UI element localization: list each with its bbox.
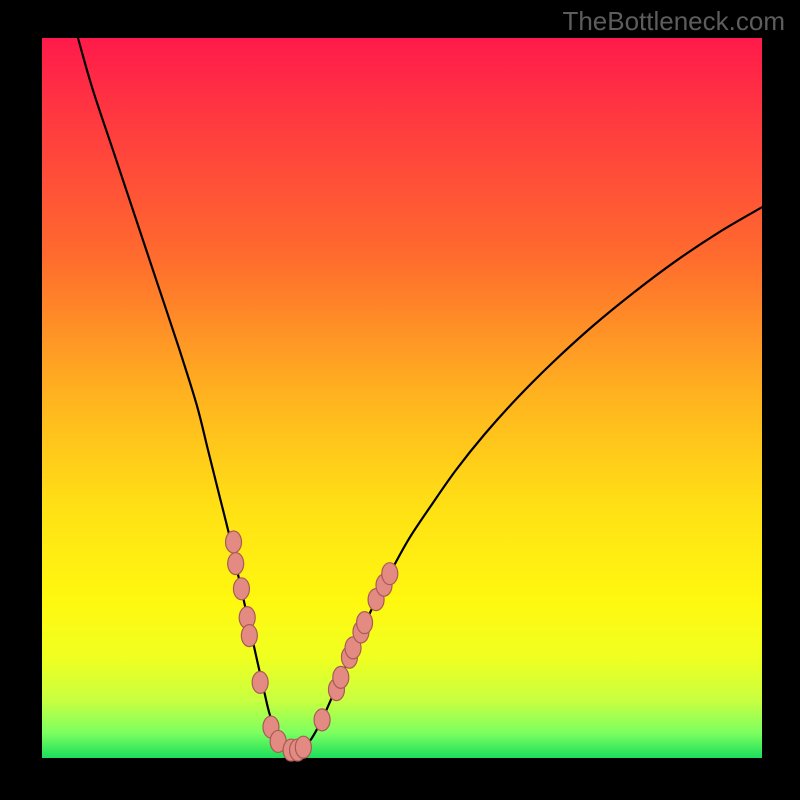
data-marker	[382, 563, 398, 585]
data-marker	[233, 578, 249, 600]
data-marker	[226, 531, 242, 553]
data-marker	[333, 666, 349, 688]
data-marker	[357, 612, 373, 634]
plot-area	[42, 38, 762, 758]
data-marker	[314, 709, 330, 731]
marker-group	[226, 531, 398, 761]
watermark-text: TheBottleneck.com	[562, 6, 785, 37]
data-marker	[228, 553, 244, 575]
data-marker	[252, 671, 268, 693]
bottleneck-curve	[78, 38, 762, 751]
curve-layer	[42, 38, 762, 758]
stage: TheBottleneck.com	[0, 0, 800, 800]
data-marker	[241, 625, 257, 647]
data-marker	[295, 736, 311, 758]
